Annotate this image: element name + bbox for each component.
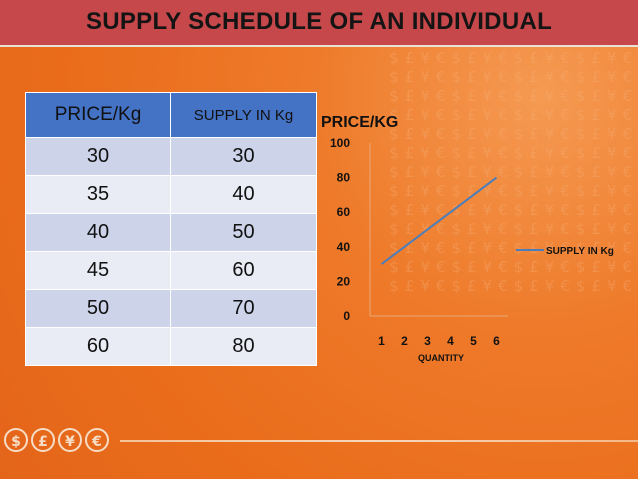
- y-tick-label: 60: [337, 205, 351, 219]
- x-tick-label: 6: [493, 334, 500, 348]
- x-tick-label: 5: [470, 334, 477, 348]
- x-axis-title: QUANTITY: [418, 353, 464, 363]
- price-cell: 40: [25, 213, 171, 252]
- supply-line-chart: PRICE/KG 0 20 40 60 80 100 1 2 3 4 5 6 QUANTITY SUPPLY…: [321, 114, 614, 363]
- x-tick-label: 4: [447, 334, 454, 348]
- x-tick-label: 1: [378, 334, 385, 348]
- x-tick-label: 3: [424, 334, 431, 348]
- supply-cell: 30: [170, 137, 317, 176]
- y-tick-label: 80: [337, 171, 351, 185]
- title-bar: [0, 0, 638, 47]
- table-header-row: PRICE/Kg SUPPLY IN Kg: [25, 92, 317, 138]
- table-row: 45 60: [25, 251, 317, 290]
- header-supply: SUPPLY IN Kg: [170, 92, 317, 138]
- footer-divider: [120, 440, 638, 442]
- table-row: 50 70: [25, 289, 317, 328]
- supply-cell: 60: [170, 251, 317, 290]
- supply-cell: 80: [170, 327, 317, 366]
- supply-schedule-table: PRICE/Kg SUPPLY IN Kg 30 30 35 40 40 50 …: [25, 92, 317, 366]
- slide-title: SUPPLY SCHEDULE OF AN INDIVIDUAL: [85, 8, 553, 35]
- price-cell: 45: [25, 251, 171, 290]
- header-price: PRICE/Kg: [25, 92, 171, 138]
- y-tick-label: 40: [337, 240, 351, 254]
- table-row: 40 50: [25, 213, 317, 252]
- pound-coin-icon: £: [31, 428, 55, 452]
- table-row: 30 30: [25, 137, 317, 176]
- legend-label: SUPPLY IN Kg: [546, 246, 614, 257]
- dollar-coin-icon: $: [4, 428, 28, 452]
- supply-cell: 50: [170, 213, 317, 252]
- euro-coin-icon: €: [85, 428, 109, 452]
- currency-icons: $ £ ¥ €: [4, 428, 109, 452]
- table-row: 35 40: [25, 175, 317, 214]
- price-cell: 60: [25, 327, 171, 366]
- table-row: 60 80: [25, 327, 317, 366]
- y-tick-label: 20: [337, 274, 351, 288]
- price-cell: 50: [25, 289, 171, 328]
- price-cell: 35: [25, 175, 171, 214]
- currency-watermark-pattern: $£¥€$£¥€$£¥€$£¥€$£¥€$£¥€$£¥€$£¥€$£¥€$£¥€…: [389, 30, 638, 295]
- x-tick-label: 2: [401, 334, 408, 348]
- supply-cell: 40: [170, 175, 317, 214]
- yen-coin-icon: ¥: [58, 428, 82, 452]
- y-tick-label: 0: [343, 309, 350, 323]
- price-cell: 30: [25, 137, 171, 176]
- series-line: [380, 176, 498, 265]
- supply-cell: 70: [170, 289, 317, 328]
- y-tick-label: 100: [330, 136, 350, 150]
- chart-title: PRICE/KG: [321, 114, 398, 131]
